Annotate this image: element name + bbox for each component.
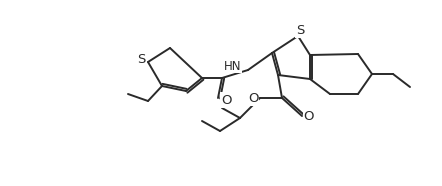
Text: S: S [296,23,304,36]
Text: O: O [221,94,231,107]
Text: O: O [304,110,314,123]
Text: O: O [248,92,258,105]
Text: S: S [137,52,145,65]
Text: HN: HN [224,60,241,73]
